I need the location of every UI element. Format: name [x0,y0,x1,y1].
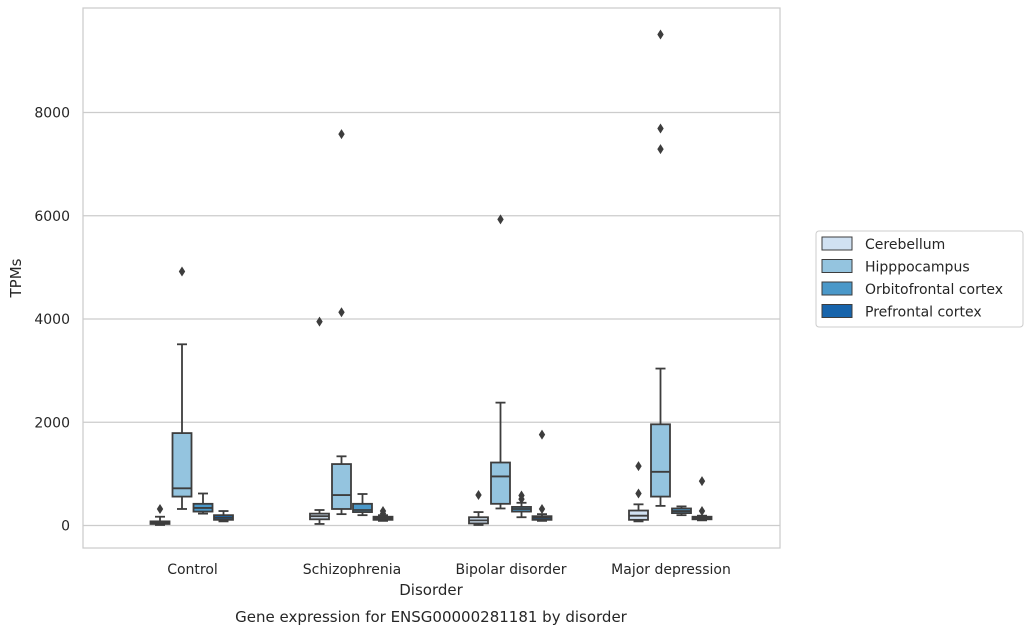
legend-swatch [821,304,853,318]
outlier-point [657,123,664,134]
y-tick-labels: 0 2000 4000 6000 8000 [34,106,70,535]
outlier-point [338,307,345,318]
outlier-point [379,506,387,517]
x-tick-label: Major depression [611,562,731,578]
box-control-prefrontal-cortex [213,510,234,523]
chart-caption: Gene expression for ENSG00000281181 by d… [235,608,628,626]
legend: Cerebellum Hipppocampus Orbitofrontal cort… [815,230,1024,328]
y-tick-label: 0 [61,519,70,535]
legend-label: Orbitofrontal cortex [865,282,1003,298]
outlier-point [178,266,186,277]
y-tick-label: 2000 [34,415,70,431]
outlier-point [698,506,706,517]
gridlines [83,111,780,527]
y-tick-label: 4000 [34,312,70,328]
x-tick-label: Schizophrenia [303,562,401,578]
box-control-hipppocampus [171,266,193,510]
box-schizophrenia-hipppocampus [331,129,352,516]
box-bipolar-disorder-hipppocampus [490,214,511,510]
outlier-point [635,461,642,472]
box-major-depression-cerebellum [628,461,649,523]
box-iqr [490,461,511,505]
outlier-point [635,488,642,499]
box-schizophrenia-cerebellum [309,316,330,525]
box-major-depression-hipppocampus [650,29,671,507]
box-control-orbitofrontal-cortex [192,492,214,515]
legend-label: Cerebellum [865,237,945,253]
outlier-point [538,429,546,440]
x-tick-label: Control [167,562,218,578]
outlier-point [657,144,664,155]
x-tick-label: Bipolar disorder [455,562,566,578]
plot-frame [82,7,781,549]
box-bipolar-disorder-prefrontal-cortex [531,429,553,522]
box-schizophrenia-orbitofrontal-cortex [352,493,373,517]
x-tick-labels: Control Schizophrenia Bipolar disorder Majo… [167,562,731,578]
outlier-point [338,129,345,140]
box-iqr [331,463,352,510]
box-control-cerebellum [149,503,171,526]
outlier-point [497,214,504,225]
outlier-point [657,29,664,40]
x-axis-label: Disorder [399,581,463,599]
box-iqr [650,423,671,498]
box-schizophrenia-prefrontal-cortex [372,506,394,522]
box-iqr [171,432,193,498]
outlier-point [518,490,525,501]
legend-frame [815,230,1024,328]
y-axis-label: TPMs [7,258,25,298]
outlier-point [698,476,706,487]
outlier-point [538,503,546,514]
legend-swatch [821,236,853,251]
outlier-point [475,490,482,501]
y-tick-label: 8000 [34,106,70,122]
boxes [149,29,713,526]
box-major-depression-orbitofrontal-cortex [671,505,692,517]
box-bipolar-disorder-orbitofrontal-cortex [511,490,532,519]
box-major-depression-prefrontal-cortex [691,476,713,522]
legend-swatch [821,281,853,296]
box-iqr [352,502,373,513]
outlier-point [156,503,164,514]
box-bipolar-disorder-cerebellum [468,490,489,526]
legend-label: Hipppocampus [865,260,970,276]
y-tick-label: 6000 [34,209,70,225]
legend-swatch [821,259,853,273]
outlier-point [316,316,323,327]
legend-label: Prefrontal cortex [865,305,982,321]
